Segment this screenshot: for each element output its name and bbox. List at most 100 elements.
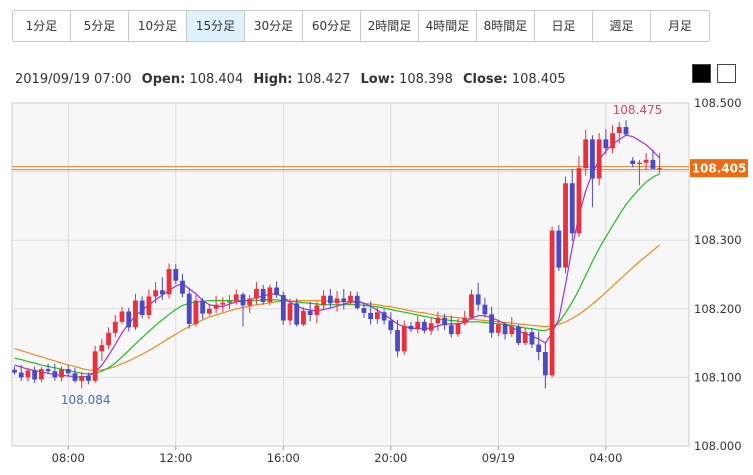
candle-body: [99, 345, 105, 352]
candle-body: [274, 287, 279, 296]
min-price-label: 108.084: [61, 393, 111, 407]
candle-body: [395, 330, 400, 352]
candle-body: [442, 317, 447, 326]
tab-12[interactable]: 月足: [651, 11, 709, 41]
candle-body: [341, 298, 347, 302]
candle-body: [32, 370, 38, 380]
open-value: 108.404: [189, 72, 244, 87]
tab-1[interactable]: 1分足: [13, 11, 71, 41]
candle-body: [45, 369, 51, 372]
candle-body: [119, 311, 125, 322]
candle-body: [52, 371, 58, 378]
y-tick-label: 108.200: [694, 302, 742, 316]
candle-body: [321, 295, 327, 306]
candle-body: [374, 312, 380, 320]
tab-4[interactable]: 15分足: [187, 11, 245, 41]
candle-body: [516, 326, 521, 344]
y-tick-label: 108.000: [694, 439, 742, 453]
candle-body: [469, 294, 474, 318]
plot-area: [11, 102, 690, 447]
candle-body: [166, 269, 172, 295]
candle-body: [502, 324, 508, 335]
candle-body: [220, 302, 226, 305]
candle-body: [106, 332, 111, 346]
candle-body: [159, 290, 165, 295]
candle-body: [186, 293, 192, 324]
candle-body: [583, 139, 589, 169]
candle-body: [334, 298, 340, 304]
candle-body: [200, 300, 206, 314]
candle-body: [213, 304, 219, 309]
candle-body: [448, 325, 454, 335]
x-tick-label: 16:00: [267, 451, 300, 465]
candle-body: [408, 325, 414, 330]
candle-body: [294, 303, 300, 325]
candle-body: [522, 332, 528, 344]
candle-body: [139, 300, 145, 315]
y-tick-label: 108.300: [694, 233, 742, 247]
tab-8[interactable]: 4時間足: [419, 11, 477, 41]
candle-body: [146, 296, 152, 315]
candle-body: [92, 351, 98, 381]
candle-body: [596, 139, 602, 179]
candle-body: [307, 310, 313, 315]
ohlc-info: 2019/09/19 07:00 Open: 108.404 High: 108…: [15, 72, 572, 87]
high-label: High:: [253, 72, 293, 87]
candle-body: [569, 183, 575, 234]
tab-2[interactable]: 5分足: [71, 11, 129, 41]
tab-10[interactable]: 日足: [535, 11, 593, 41]
candle-body: [542, 352, 548, 376]
candle-body: [549, 230, 555, 376]
candle-body: [630, 160, 636, 165]
candle-body: [354, 295, 360, 309]
candle-body: [193, 300, 199, 324]
max-price-label: 108.475: [613, 103, 663, 117]
candle-body: [327, 295, 333, 304]
candle-body: [435, 317, 441, 324]
candle-body: [482, 304, 488, 315]
candle-body: [254, 288, 259, 299]
dark-theme-button[interactable]: [692, 64, 711, 83]
candle-body: [301, 310, 306, 325]
candle-body: [126, 311, 132, 328]
y-tick-label: 108.100: [694, 370, 742, 384]
candle-body: [287, 303, 293, 321]
low-value: 108.398: [399, 72, 453, 87]
low-label: Low:: [360, 72, 395, 87]
high-value: 108.427: [296, 72, 351, 87]
candle-body: [422, 321, 427, 331]
candle-body: [401, 325, 407, 352]
candle-body: [173, 269, 179, 281]
close-value: 108.405: [511, 72, 566, 87]
open-label: Open:: [141, 72, 186, 87]
candle-body: [79, 376, 85, 381]
tab-11[interactable]: 週足: [593, 11, 651, 41]
candle-body: [603, 139, 609, 149]
candle-body: [475, 294, 481, 305]
candle-body: [133, 300, 138, 328]
candle-body: [616, 127, 622, 134]
candle-body: [227, 301, 232, 303]
tab-3[interactable]: 10分足: [129, 11, 187, 41]
candle-body: [590, 139, 595, 179]
candle-body: [455, 323, 461, 335]
candle-body: [536, 344, 542, 353]
candle-body: [65, 369, 71, 374]
candle-body: [348, 295, 353, 302]
candle-body: [280, 295, 286, 321]
candle-body: [489, 314, 495, 333]
candle-body: [368, 312, 374, 320]
light-theme-button[interactable]: [717, 64, 736, 83]
candle-body: [25, 370, 31, 378]
candle-body: [361, 308, 367, 313]
tab-6[interactable]: 60分足: [303, 11, 361, 41]
tab-9[interactable]: 8時間足: [477, 11, 535, 41]
x-tick-label: 20:00: [374, 451, 407, 465]
candle-body: [576, 168, 582, 234]
tab-5[interactable]: 30分足: [245, 11, 303, 41]
tab-7[interactable]: 2時間足: [361, 11, 419, 41]
candle-body: [12, 369, 17, 373]
candle-body: [240, 294, 246, 306]
candle-body: [381, 312, 387, 321]
